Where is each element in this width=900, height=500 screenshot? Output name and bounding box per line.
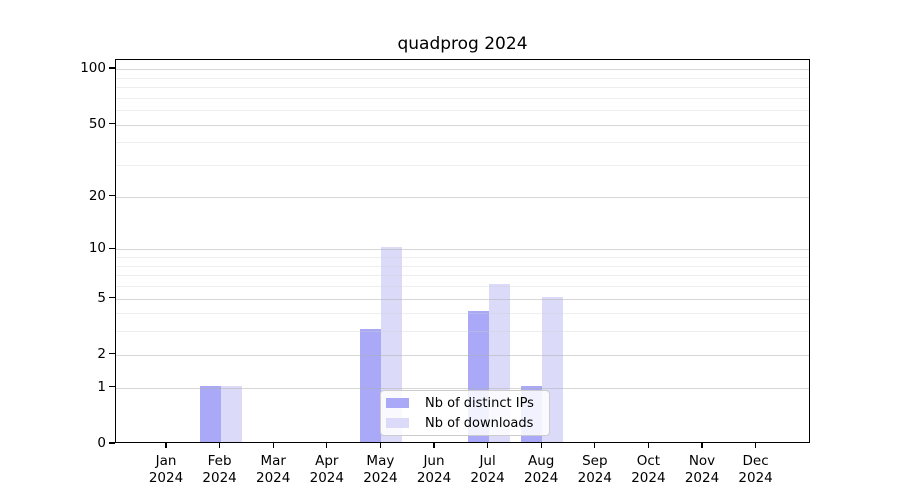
gridline-minor: [116, 265, 809, 267]
gridline-minor: [116, 165, 809, 167]
x-tick: [754, 443, 757, 448]
x-tick: [701, 443, 703, 448]
bar-distinct-ips: [199, 385, 221, 442]
gridline-minor: [116, 331, 809, 333]
y-tick: [109, 122, 115, 125]
y-tick: [109, 386, 115, 388]
x-tick-label: Jul 2024: [470, 453, 505, 486]
y-tick: [109, 353, 115, 355]
y-tick-label: 100: [80, 60, 106, 77]
x-tick-label: Mar 2024: [256, 453, 291, 486]
gridline-major: [116, 387, 809, 389]
gridline-minor: [116, 87, 809, 88]
gridline-major: [116, 249, 809, 251]
y-tick: [109, 247, 115, 249]
gridline-minor: [116, 77, 809, 79]
gridline-minor: [116, 285, 809, 287]
gridline-major: [116, 354, 809, 356]
x-tick: [433, 443, 435, 448]
x-tick-label: Apr 2024: [309, 453, 344, 486]
x-tick: [647, 443, 650, 448]
x-tick-label: Feb 2024: [202, 453, 237, 486]
legend: Nb of distinct IPs Nb of downloads: [380, 390, 550, 436]
x-tick-label: Sep 2024: [577, 453, 612, 486]
x-tick-label: Nov 2024: [684, 453, 720, 486]
y-tick: [109, 67, 115, 69]
bar-downloads: [220, 385, 242, 442]
x-tick-label: Dec 2024: [738, 453, 773, 486]
y-tick: [109, 195, 115, 197]
x-tick-label: Jun 2024: [416, 453, 452, 486]
plot-area: Nb of distinct IPs Nb of downloads: [115, 59, 810, 443]
y-tick-label: 2: [97, 345, 106, 362]
x-tick-label: Oct 2024: [631, 453, 666, 486]
y-tick: [109, 442, 115, 444]
legend-swatch-distinct-ips-icon: [386, 398, 409, 408]
legend-item-distinct-ips: Nb of distinct IPs: [386, 393, 543, 413]
gridline-minor: [116, 142, 809, 144]
y-tick-label: 1: [97, 378, 106, 395]
gridline-major: [116, 69, 809, 71]
y-tick-label: 20: [88, 187, 106, 204]
y-tick-label: 50: [88, 115, 106, 132]
gridline-minor: [116, 97, 809, 99]
gridline-major: [116, 298, 809, 300]
y-tick: [109, 296, 115, 299]
x-tick: [165, 443, 167, 448]
gridline-minor: [116, 110, 809, 112]
x-tick: [594, 443, 596, 448]
gridline-minor: [116, 275, 809, 277]
y-tick-label: 10: [88, 240, 106, 257]
bar-distinct-ips: [360, 329, 382, 442]
chart-title: quadprog 2024: [397, 34, 528, 54]
y-tick-label: 0: [97, 435, 106, 451]
x-tick-label: Jan 2024: [148, 453, 184, 486]
x-tick: [326, 443, 328, 448]
gridline-minor: [116, 257, 809, 258]
x-tick: [379, 443, 382, 448]
x-tick: [218, 443, 221, 448]
gridline-minor: [116, 313, 809, 315]
legend-item-downloads: Nb of downloads: [386, 413, 543, 433]
gridline-major: [116, 196, 809, 198]
x-tick-label: Aug 2024: [524, 453, 559, 486]
x-tick: [540, 443, 542, 448]
legend-label-downloads: Nb of downloads: [425, 415, 534, 431]
y-tick-label: 5: [97, 289, 106, 306]
gridline-major: [116, 124, 809, 126]
legend-label-distinct-ips: Nb of distinct IPs: [425, 395, 534, 411]
x-tick-label: May 2024: [363, 453, 398, 486]
legend-swatch-downloads-icon: [386, 418, 409, 428]
x-tick: [272, 443, 274, 448]
x-tick: [486, 443, 489, 448]
